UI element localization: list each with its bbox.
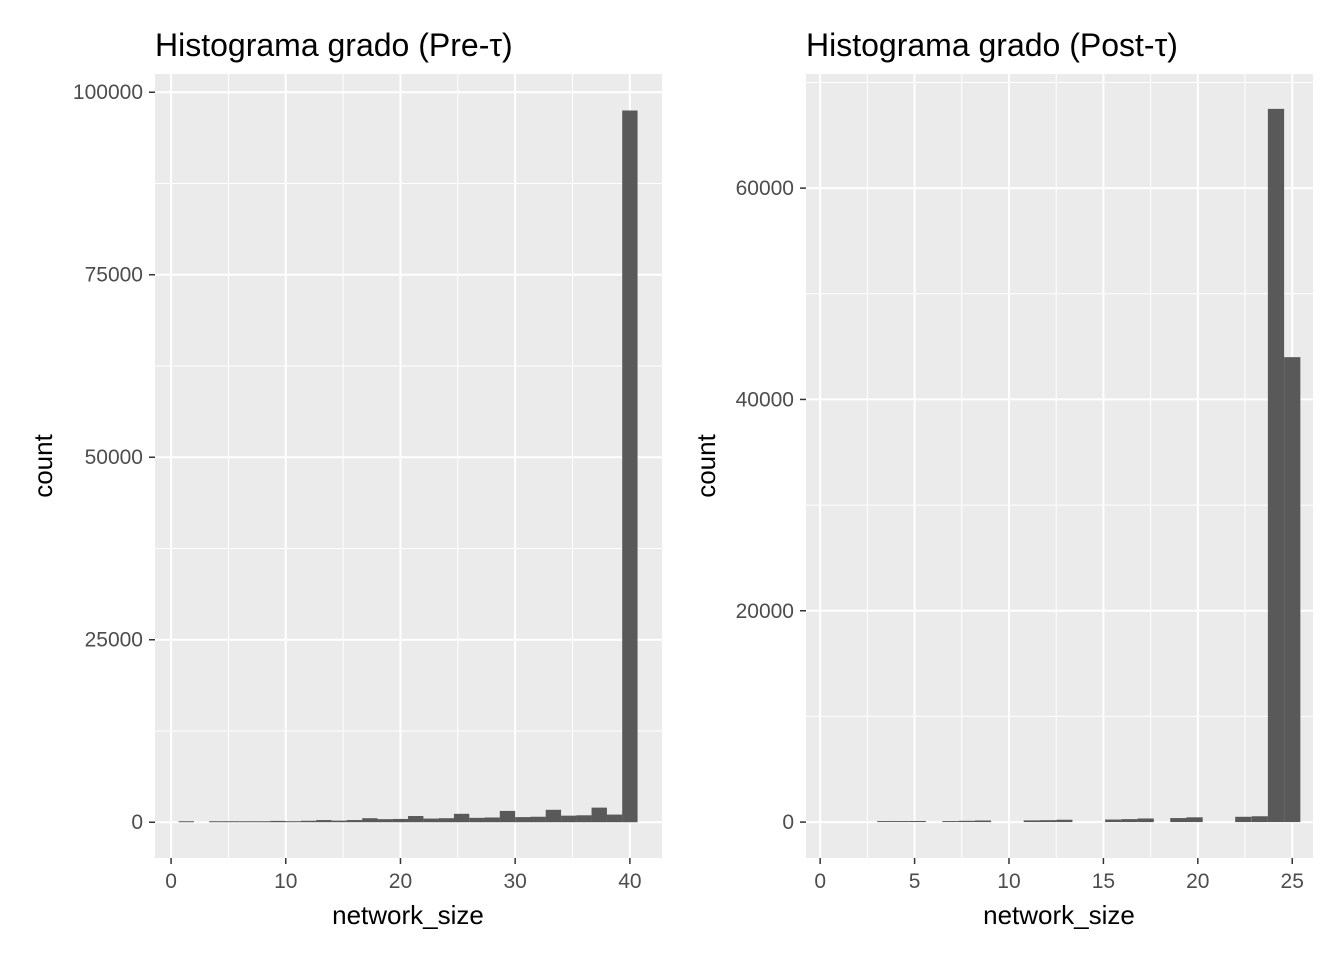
histogram-post-tau: Histograma grado (Post-τ) 0 5 10 15 20 25 0 200… — [691, 27, 1313, 930]
histogram-bar — [1105, 819, 1122, 823]
histogram-bar — [591, 807, 607, 823]
x-tick-label: 20 — [389, 870, 412, 893]
histogram-bar — [255, 821, 271, 823]
x-tick-label: 10 — [997, 870, 1020, 893]
histogram-bar — [224, 821, 240, 823]
histogram-bar — [1023, 820, 1040, 823]
histogram-bar — [958, 820, 975, 823]
histogram-bar — [909, 821, 926, 823]
y-tick-label: 40000 — [736, 388, 794, 411]
y-tick-label: 60000 — [736, 177, 794, 200]
histogram-bar — [331, 820, 348, 823]
histogram-bar — [576, 815, 592, 823]
x-tick-label: 40 — [618, 870, 641, 893]
histogram-bar — [1039, 820, 1057, 823]
histogram-bar — [1056, 819, 1073, 823]
histogram-bar — [209, 821, 225, 823]
y-tick-label: 50000 — [85, 446, 143, 469]
histogram-bar — [392, 818, 409, 823]
y-axis-title: count — [691, 433, 721, 497]
y-tick-label: 75000 — [85, 264, 143, 287]
y-tick-label: 20000 — [736, 600, 794, 623]
x-tick-label: 30 — [503, 870, 526, 893]
histogram-bar — [1267, 108, 1285, 823]
plot-panel — [155, 74, 662, 858]
histogram-bar — [515, 817, 531, 823]
y-tick-label: 0 — [131, 811, 143, 834]
x-tick-label: 15 — [1092, 870, 1115, 893]
histogram-bar — [239, 821, 256, 823]
histogram-bar — [606, 814, 623, 823]
y-tick-label: 0 — [782, 811, 794, 834]
histogram-bar — [877, 821, 894, 823]
histogram-bar — [499, 810, 516, 823]
histogram-bar — [1137, 818, 1154, 823]
histogram-pre-tau: Histograma grado (Pre-τ) 0 10 20 30 40 0 25000… — [28, 27, 662, 930]
histogram-bar — [1251, 816, 1268, 823]
histogram-bar — [1121, 819, 1138, 823]
x-tick-label: 5 — [909, 870, 921, 893]
histogram-bar — [377, 819, 393, 823]
x-axis-title: network_size — [332, 900, 484, 930]
histogram-bar — [1235, 816, 1252, 823]
histogram-bar — [316, 820, 332, 823]
histogram-bar — [438, 818, 455, 823]
x-tick-label: 10 — [274, 870, 297, 893]
histogram-bar — [893, 821, 910, 823]
histogram-bar — [453, 813, 470, 823]
histogram-bar — [942, 821, 959, 823]
histogram-bar — [622, 110, 638, 823]
x-tick-label: 0 — [814, 870, 826, 893]
histogram-bar — [423, 818, 439, 823]
histogram-bar — [530, 816, 546, 823]
histogram-bar — [346, 820, 363, 823]
y-tick-label: 25000 — [85, 629, 143, 652]
histogram-bar — [1170, 818, 1187, 823]
histogram-bar — [285, 821, 302, 823]
histogram-bar — [270, 820, 286, 823]
plot-panel — [806, 74, 1313, 858]
histogram-bar — [545, 809, 562, 823]
histogram-bar — [469, 817, 485, 823]
histogram-bar — [1284, 357, 1301, 823]
x-tick-label: 0 — [165, 870, 177, 893]
x-axis-title: network_size — [983, 900, 1135, 930]
chart-title: Histograma grado (Post-τ) — [806, 27, 1178, 63]
histogram-bar — [408, 816, 424, 823]
x-tick-label: 20 — [1186, 870, 1209, 893]
histogram-bar — [1186, 817, 1203, 823]
histogram-bar — [561, 815, 577, 823]
y-axis-title: count — [28, 433, 58, 497]
x-tick-label: 25 — [1281, 870, 1304, 893]
histogram-bar — [484, 817, 500, 823]
histogram-bar — [362, 818, 378, 823]
histogram-bar — [178, 821, 194, 823]
chart-title: Histograma grado (Pre-τ) — [155, 27, 513, 63]
histogram-bar — [974, 820, 992, 823]
y-tick-label: 100000 — [73, 81, 143, 104]
histogram-bar — [301, 820, 317, 823]
